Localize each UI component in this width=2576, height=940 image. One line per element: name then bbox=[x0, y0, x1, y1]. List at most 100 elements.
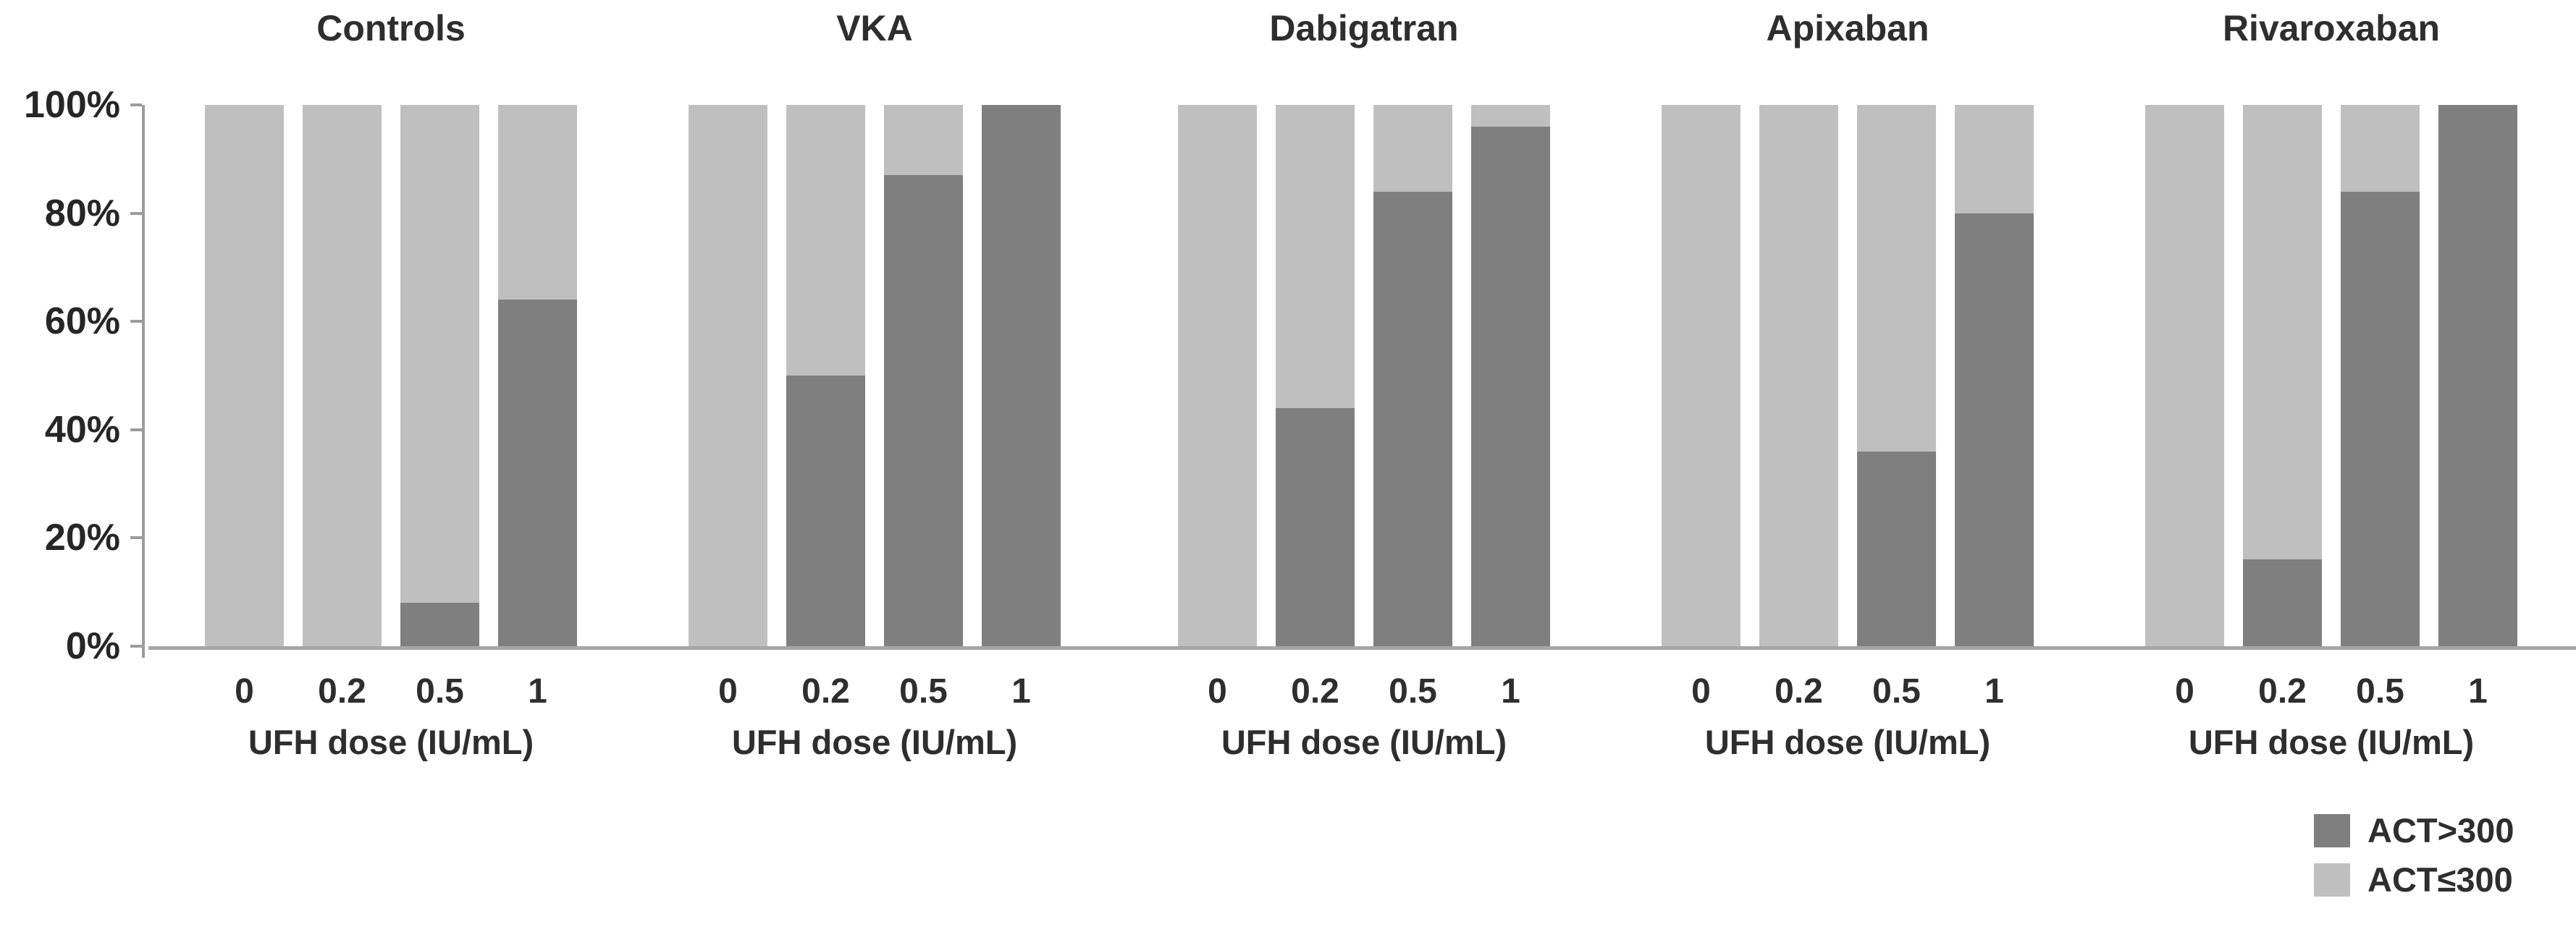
x-axis-tick-label: 0 bbox=[1691, 672, 1711, 711]
legend-swatch-act-le-300 bbox=[2314, 863, 2350, 897]
bar-segment-act-le-300 bbox=[2341, 105, 2420, 192]
x-axis-tick-label: 0 bbox=[1208, 672, 1227, 711]
x-axis-title: UFH dose (IU/mL) bbox=[731, 723, 1018, 761]
x-axis-tick-label: 1 bbox=[1011, 672, 1031, 711]
bar-segment-act-le-300 bbox=[303, 105, 382, 646]
x-axis-title: UFH dose (IU/mL) bbox=[2188, 723, 2475, 761]
y-axis-tick-label: 80% bbox=[44, 192, 120, 234]
y-axis-tick-label: 0% bbox=[65, 625, 120, 667]
bar-segment-act-gt-300 bbox=[1373, 191, 1452, 646]
panel-title: Controls bbox=[316, 8, 466, 48]
x-axis-tick-label: 0 bbox=[718, 672, 738, 711]
x-axis-tick-label: 0 bbox=[235, 672, 254, 711]
bar-segment-act-le-300 bbox=[1471, 105, 1550, 127]
legend-label: ACT>300 bbox=[2367, 811, 2514, 850]
stacked-bar-1 bbox=[1471, 105, 1550, 646]
x-axis-tick-label: 0.5 bbox=[1389, 672, 1437, 711]
x-axis-tick-label: 0.2 bbox=[801, 672, 850, 711]
x-axis-title: UFH dose (IU/mL) bbox=[1704, 723, 1991, 761]
bar-segment-act-gt-300 bbox=[2243, 559, 2322, 646]
x-axis-line bbox=[632, 646, 1124, 650]
bar-segment-act-gt-300 bbox=[2341, 191, 2420, 646]
bar-segment-act-gt-300 bbox=[786, 376, 865, 646]
x-axis-tick-label: 1 bbox=[1501, 672, 1520, 711]
stacked-bar-1 bbox=[498, 105, 577, 646]
stacked-bar-0.2 bbox=[2243, 105, 2322, 646]
stacked-bar-0 bbox=[689, 105, 767, 646]
bar-segment-act-le-300 bbox=[1276, 105, 1355, 408]
y-axis-tick-mark bbox=[130, 320, 142, 323]
x-axis-tick-label: 0.2 bbox=[1775, 672, 1823, 711]
legend-label: ACT≤300 bbox=[2367, 860, 2513, 899]
stacked-bar-0.2 bbox=[786, 105, 865, 646]
panel-title: Dabigatran bbox=[1269, 8, 1459, 48]
x-axis-tick-label: 0 bbox=[2175, 672, 2194, 711]
x-axis-tick-label: 0.2 bbox=[318, 672, 366, 711]
stacked-bar-0.5 bbox=[884, 105, 963, 646]
x-axis-tick-label: 1 bbox=[2468, 672, 2488, 711]
bar-segment-act-le-300 bbox=[689, 105, 767, 646]
bar-segment-act-le-300 bbox=[786, 105, 865, 376]
x-axis-tick-label: 0.5 bbox=[416, 672, 464, 711]
stacked-bar-0.5 bbox=[1373, 105, 1452, 646]
y-axis-tick-label: 100% bbox=[24, 84, 120, 126]
y-axis-tick-mark bbox=[130, 536, 142, 540]
bar-segment-act-le-300 bbox=[884, 105, 963, 176]
bar-segment-act-gt-300 bbox=[1276, 407, 1355, 646]
stacked-bar-1 bbox=[1955, 105, 2034, 646]
bar-segment-act-gt-300 bbox=[1857, 451, 1936, 646]
bar-segment-act-gt-300 bbox=[982, 105, 1061, 646]
y-axis-tick-mark bbox=[130, 103, 142, 106]
y-axis-tick-label: 20% bbox=[44, 517, 120, 559]
x-axis-line bbox=[2089, 646, 2576, 650]
bar-segment-act-le-300 bbox=[205, 105, 284, 646]
x-axis-line bbox=[1121, 646, 1614, 650]
bar-segment-act-gt-300 bbox=[400, 603, 479, 646]
y-axis-tick-label: 60% bbox=[44, 300, 120, 343]
bar-segment-act-le-300 bbox=[1178, 105, 1257, 646]
x-axis-line bbox=[148, 646, 641, 650]
stacked-bar-0.5 bbox=[1857, 105, 1936, 646]
x-axis-title: UFH dose (IU/mL) bbox=[1221, 723, 1507, 761]
x-axis-tick-label: 1 bbox=[1984, 672, 2004, 711]
bar-segment-act-gt-300 bbox=[498, 300, 577, 646]
legend-row: ACT≤300 bbox=[2314, 863, 2514, 897]
x-axis-tick-label: 1 bbox=[528, 672, 547, 711]
stacked-bar-0.2 bbox=[1759, 105, 1838, 646]
y-axis-tick-mark bbox=[130, 211, 142, 215]
bar-segment-act-le-300 bbox=[1857, 105, 1936, 452]
y-axis-tick-mark bbox=[130, 428, 142, 431]
bar-segment-act-gt-300 bbox=[884, 175, 963, 646]
bar-segment-act-gt-300 bbox=[1471, 126, 1550, 646]
x-axis-tick-label: 0.5 bbox=[1872, 672, 1921, 711]
bar-segment-act-le-300 bbox=[498, 105, 577, 300]
stacked-bar-1 bbox=[2438, 105, 2517, 646]
x-axis-line bbox=[1605, 646, 2097, 650]
x-axis-tick-label: 0.2 bbox=[2258, 672, 2307, 711]
y-axis-tick-mark bbox=[130, 645, 142, 648]
stacked-bar-0 bbox=[2145, 105, 2224, 646]
panel-title: Rivaroxaban bbox=[2222, 8, 2441, 48]
bar-segment-act-gt-300 bbox=[1955, 213, 2034, 646]
bar-segment-act-le-300 bbox=[1759, 105, 1838, 646]
stacked-bar-0.5 bbox=[400, 105, 479, 646]
stacked-bar-0 bbox=[205, 105, 284, 646]
bar-segment-act-le-300 bbox=[400, 105, 479, 604]
bar-segment-act-gt-300 bbox=[2438, 105, 2517, 646]
stacked-bar-0.2 bbox=[303, 105, 382, 646]
bar-segment-act-le-300 bbox=[2243, 105, 2322, 560]
stacked-bar-0 bbox=[1178, 105, 1257, 646]
panel-title: Apixaban bbox=[1766, 8, 1929, 48]
panel-title: VKA bbox=[836, 8, 913, 48]
y-axis-line bbox=[142, 105, 145, 658]
stacked-bar-0.2 bbox=[1276, 105, 1355, 646]
x-axis-title: UFH dose (IU/mL) bbox=[248, 723, 534, 761]
legend-row: ACT>300 bbox=[2314, 813, 2514, 848]
bar-segment-act-le-300 bbox=[2145, 105, 2224, 646]
chart-legend: ACT>300 ACT≤300 bbox=[2314, 813, 2514, 912]
y-axis-tick-label: 40% bbox=[44, 408, 120, 451]
bar-segment-act-le-300 bbox=[1955, 105, 2034, 213]
legend-swatch-act-gt-300 bbox=[2314, 814, 2350, 847]
bar-segment-act-le-300 bbox=[1662, 105, 1741, 646]
